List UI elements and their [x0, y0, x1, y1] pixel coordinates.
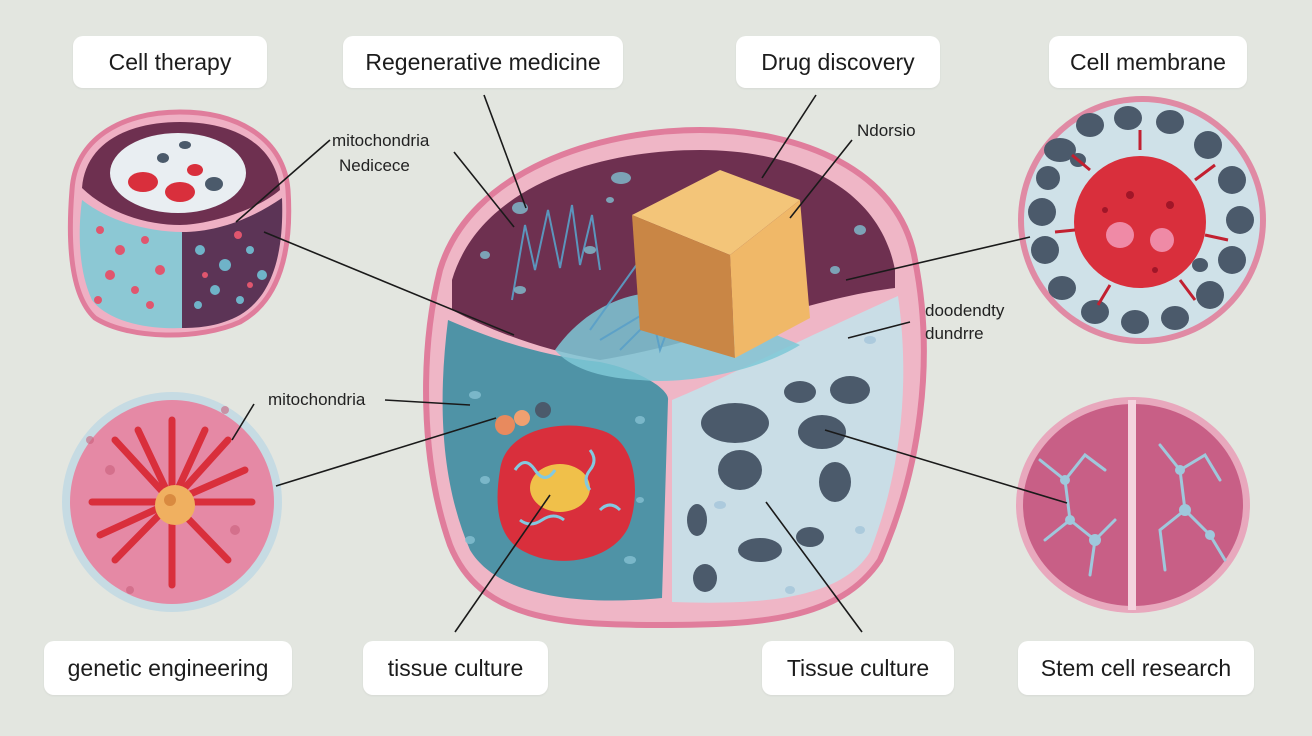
annotation-dundrre: dundrre [925, 324, 984, 343]
label-drug-discovery: Drug discovery [736, 36, 940, 88]
annotation-mitochondria-top: mitochondria [332, 131, 430, 150]
annotation-ndorsio: Ndorsio [857, 121, 916, 140]
label-stem-cell-research: Stem cell research [1018, 641, 1254, 695]
label-genetic-engineering: genetic engineering [44, 641, 292, 695]
cell-membrane-illustration [1018, 96, 1266, 344]
label-regenerative-medicine: Regenerative medicine [343, 36, 623, 88]
stem-cell-research-illustration [1016, 397, 1250, 613]
label-tissue-culture-lower: tissue culture [363, 641, 548, 695]
connector-lines [231, 94, 1068, 633]
annotation-mitochondria-mid: mitochondria [268, 390, 366, 409]
cube-structure [632, 170, 810, 358]
label-cell-therapy: Cell therapy [73, 36, 267, 88]
cell-therapy-illustration [67, 109, 292, 338]
label-tissue-culture-upper: Tissue culture [762, 641, 954, 695]
genetic-engineering-illustration [62, 392, 282, 612]
central-cell [423, 126, 927, 629]
annotation-nedicece: Nedicece [339, 156, 410, 175]
red-organelle [495, 402, 635, 561]
label-cell-membrane: Cell membrane [1049, 36, 1247, 88]
annotation-doodendty: doodendty [925, 301, 1005, 320]
